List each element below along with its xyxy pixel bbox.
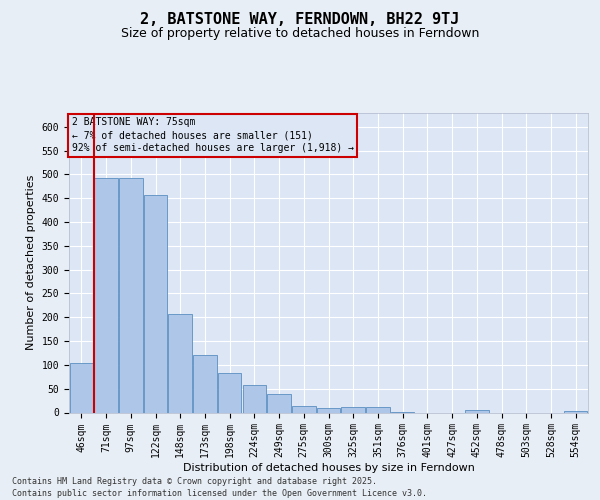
Bar bbox=[119, 178, 143, 412]
Bar bbox=[193, 356, 217, 412]
Y-axis label: Number of detached properties: Number of detached properties bbox=[26, 175, 36, 350]
Bar bbox=[564, 410, 587, 412]
Bar bbox=[465, 410, 488, 412]
Text: Contains HM Land Registry data © Crown copyright and database right 2025.
Contai: Contains HM Land Registry data © Crown c… bbox=[12, 476, 427, 498]
Bar bbox=[94, 178, 118, 412]
Text: 2, BATSTONE WAY, FERNDOWN, BH22 9TJ: 2, BATSTONE WAY, FERNDOWN, BH22 9TJ bbox=[140, 12, 460, 28]
Bar bbox=[218, 374, 241, 412]
Bar bbox=[144, 195, 167, 412]
Bar bbox=[366, 408, 389, 412]
Bar bbox=[169, 314, 192, 412]
Text: Size of property relative to detached houses in Ferndown: Size of property relative to detached ho… bbox=[121, 28, 479, 40]
Bar bbox=[268, 394, 291, 412]
Bar bbox=[317, 408, 340, 412]
Bar bbox=[70, 362, 93, 412]
Text: 2 BATSTONE WAY: 75sqm
← 7% of detached houses are smaller (151)
92% of semi-deta: 2 BATSTONE WAY: 75sqm ← 7% of detached h… bbox=[71, 117, 353, 154]
Bar bbox=[341, 408, 365, 412]
X-axis label: Distribution of detached houses by size in Ferndown: Distribution of detached houses by size … bbox=[182, 463, 475, 473]
Bar bbox=[242, 386, 266, 412]
Bar bbox=[292, 406, 316, 412]
